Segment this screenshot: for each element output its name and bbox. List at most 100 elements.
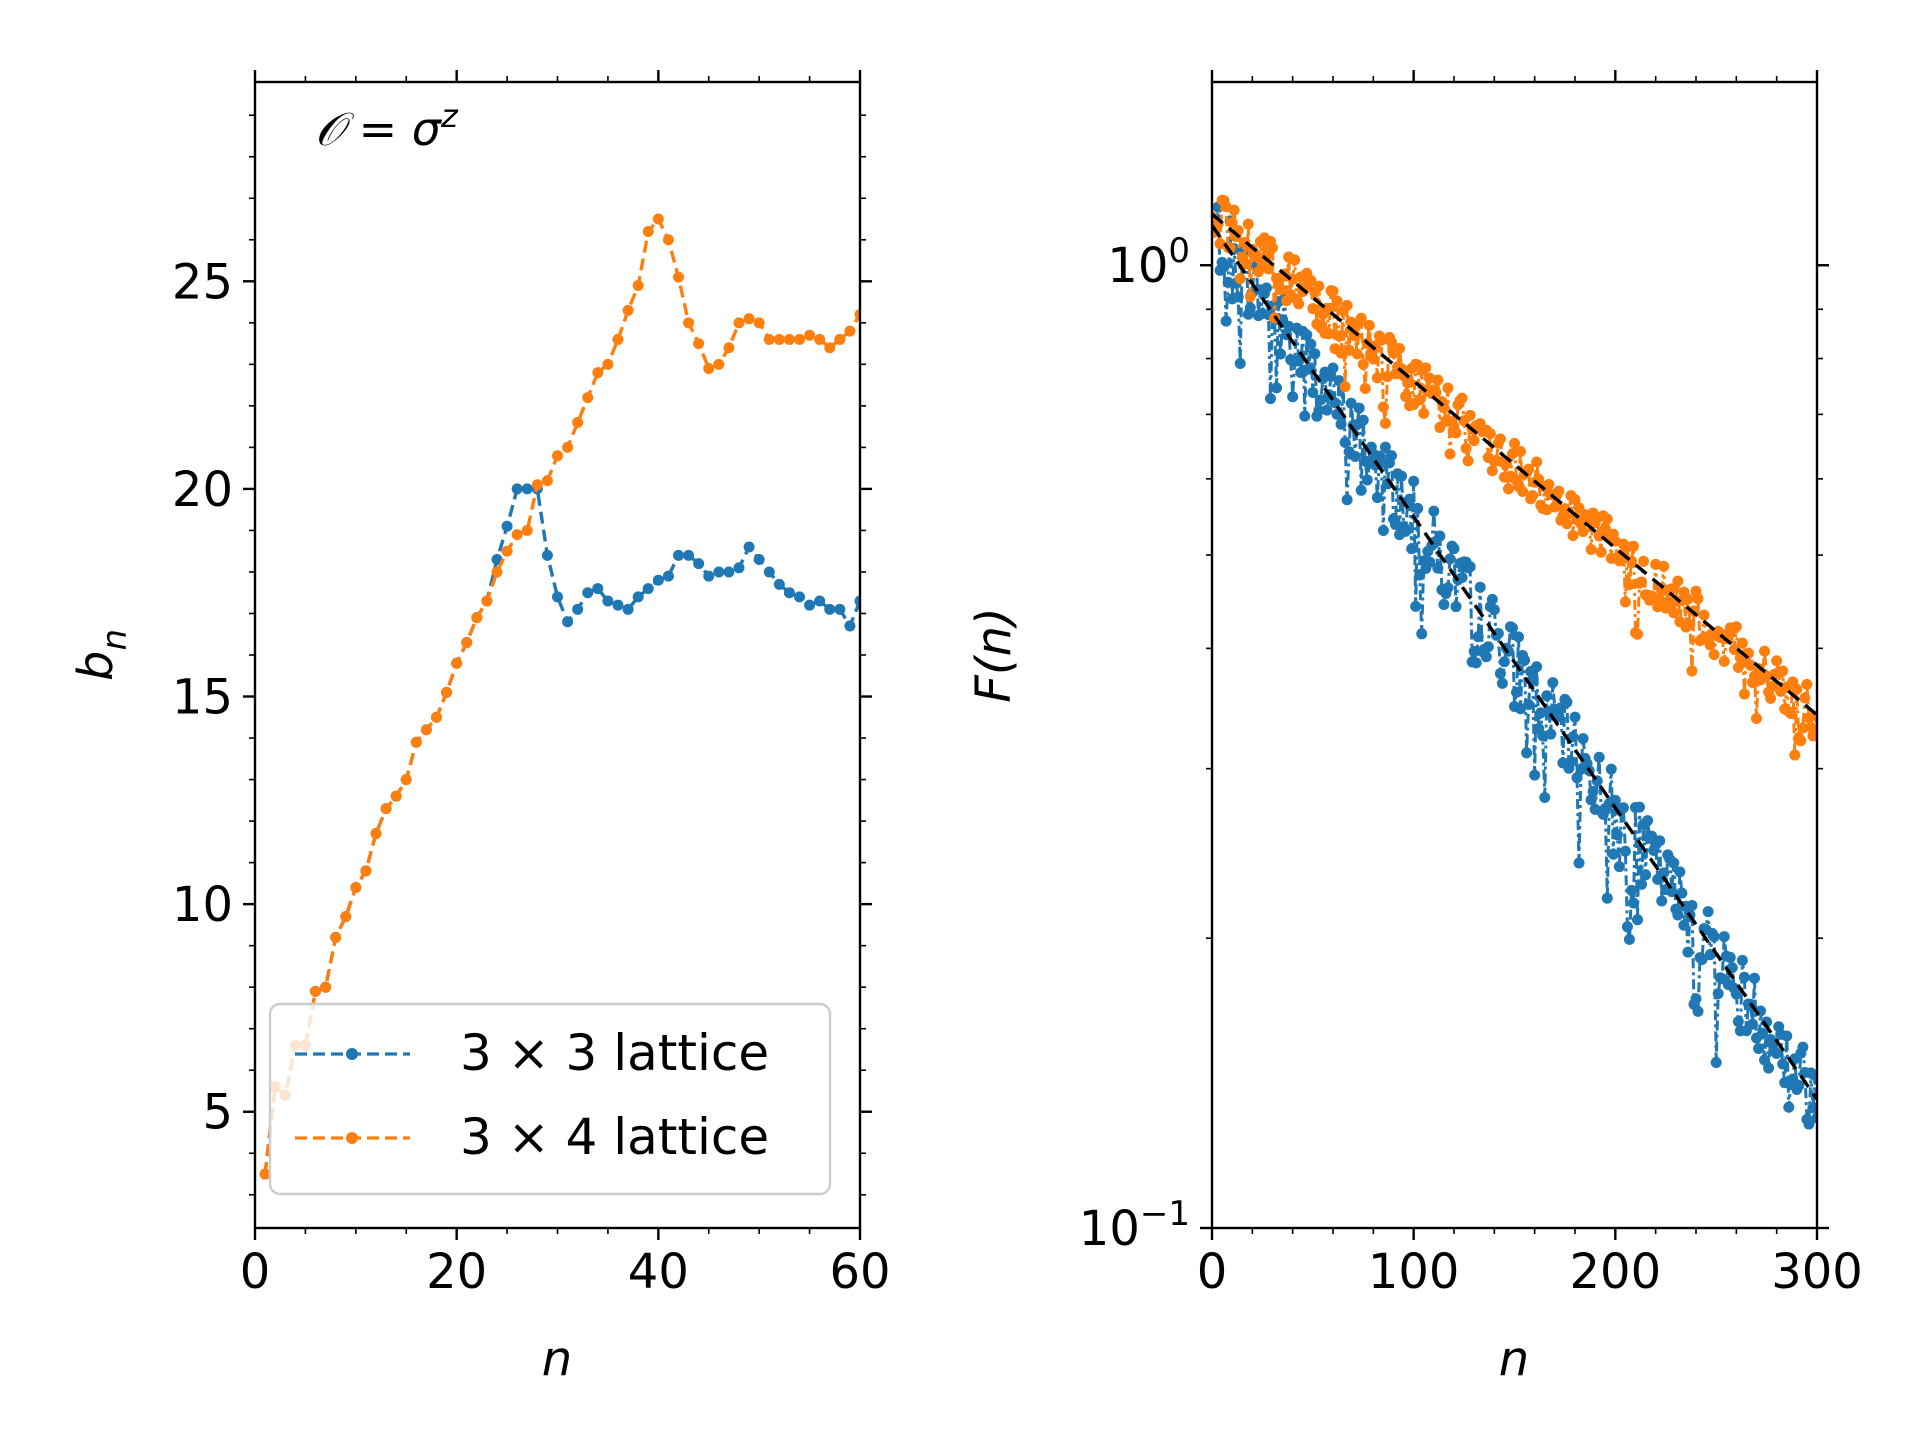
right-data-point-1 xyxy=(1718,655,1730,667)
right-data-point-0 xyxy=(1753,1042,1765,1054)
right-data-point-1 xyxy=(1569,494,1581,506)
right-data-point-1 xyxy=(1464,409,1476,421)
right-data-point-1 xyxy=(1345,316,1357,328)
left-data-point-1 xyxy=(400,774,412,786)
right-data-point-0 xyxy=(1480,651,1492,663)
right-data-point-0 xyxy=(1371,492,1383,504)
right-data-point-0 xyxy=(1640,869,1652,881)
right-data-point-1 xyxy=(1627,540,1639,552)
left-data-point-1 xyxy=(602,358,614,370)
left-data-point-0 xyxy=(662,570,674,582)
right-data-point-0 xyxy=(1488,604,1500,616)
right-data-point-1 xyxy=(1795,735,1807,747)
left-data-point-0 xyxy=(541,549,553,561)
right-data-point-0 xyxy=(1271,382,1283,394)
right-data-point-0 xyxy=(1353,402,1365,414)
right-data-point-1 xyxy=(1244,291,1256,303)
right-data-point-1 xyxy=(1801,678,1813,690)
right-data-point-1 xyxy=(1379,417,1391,429)
right-data-point-1 xyxy=(1765,692,1777,704)
right-data-point-0 xyxy=(1712,988,1724,1000)
right-data-point-0 xyxy=(1710,1056,1722,1068)
right-data-point-0 xyxy=(1811,1112,1817,1124)
right-data-point-1 xyxy=(1430,386,1442,398)
right-data-point-1 xyxy=(1577,526,1589,538)
left-data-point-0 xyxy=(632,591,644,603)
right-data-point-1 xyxy=(1666,583,1678,595)
right-data-point-0 xyxy=(1410,600,1422,612)
right-data-point-0 xyxy=(1432,562,1444,574)
left-data-point-0 xyxy=(753,554,765,565)
right-data-point-0 xyxy=(1573,857,1585,869)
right-data-point-1 xyxy=(1543,479,1555,491)
left-data-point-1 xyxy=(834,333,846,345)
right-data-point-1 xyxy=(1414,394,1426,406)
right-data-point-1 xyxy=(1262,263,1274,275)
left-y-tick-label: 15 xyxy=(172,670,233,726)
right-data-point-0 xyxy=(1321,404,1333,416)
left-y-tick-label: 10 xyxy=(172,877,233,933)
left-data-point-1 xyxy=(632,279,644,291)
right-data-point-1 xyxy=(1585,544,1597,556)
right-data-point-0 xyxy=(1718,931,1730,943)
left-data-point-1 xyxy=(662,234,674,246)
right-data-point-0 xyxy=(1494,668,1506,680)
left-data-point-0 xyxy=(501,520,513,532)
left-data-point-1 xyxy=(531,479,543,491)
left-data-point-0 xyxy=(612,599,624,611)
right-data-point-0 xyxy=(1625,884,1637,896)
right-data-point-0 xyxy=(1448,543,1460,555)
left-data-point-1 xyxy=(844,325,856,337)
right-data-point-0 xyxy=(1607,848,1619,860)
left-data-point-0 xyxy=(854,595,860,607)
right-data-point-1 xyxy=(1638,555,1650,567)
right-data-point-0 xyxy=(1327,362,1339,374)
left-data-point-1 xyxy=(410,736,422,748)
right-data-point-1 xyxy=(1654,594,1666,606)
left-data-point-0 xyxy=(743,541,755,553)
right-data-point-1 xyxy=(1686,665,1698,677)
right-data-point-1 xyxy=(1692,593,1704,605)
right-data-point-0 xyxy=(1623,933,1635,945)
right-data-point-0 xyxy=(1611,829,1623,841)
right-data-point-1 xyxy=(1722,633,1734,645)
right-data-point-0 xyxy=(1613,861,1625,873)
right-data-point-1 xyxy=(1377,401,1389,413)
right-data-point-0 xyxy=(1486,593,1498,605)
right-data-point-1 xyxy=(1333,330,1345,342)
left-data-point-0 xyxy=(673,549,684,561)
right-data-point-0 xyxy=(1515,703,1527,715)
right-data-point-0 xyxy=(1636,878,1648,890)
right-data-point-0 xyxy=(1668,857,1680,869)
right-data-point-0 xyxy=(1416,628,1428,640)
right-data-point-1 xyxy=(1658,560,1670,572)
right-data-point-1 xyxy=(1509,437,1520,449)
left-data-point-1 xyxy=(652,213,664,225)
right-data-point-0 xyxy=(1345,397,1357,409)
left-data-point-0 xyxy=(521,483,533,495)
right-data-point-0 xyxy=(1541,690,1553,702)
left-data-point-0 xyxy=(592,583,604,595)
right-data-point-0 xyxy=(1424,556,1436,568)
right-data-point-0 xyxy=(1702,906,1714,918)
left-ticks: 0 20 40 60 5 10 15 20 25 xyxy=(172,70,891,1300)
right-data-point-1 xyxy=(1226,217,1238,229)
left-data-point-0 xyxy=(844,620,856,632)
left-data-point-1 xyxy=(824,342,836,354)
right-data-point-0 xyxy=(1496,677,1508,689)
right-data-point-1 xyxy=(1698,609,1710,621)
right-data-point-1 xyxy=(1402,377,1414,389)
right-data-point-0 xyxy=(1220,315,1232,327)
left-y-axis-label: bn xyxy=(68,629,135,681)
right-data-point-0 xyxy=(1783,1101,1795,1113)
right-data-point-0 xyxy=(1377,525,1389,537)
left-data-point-0 xyxy=(582,587,594,599)
left-data-point-1 xyxy=(713,358,725,370)
right-data-point-0 xyxy=(1686,899,1698,911)
right-data-point-1 xyxy=(1561,518,1573,530)
right-data-point-1 xyxy=(1771,655,1783,667)
right-data-point-0 xyxy=(1222,276,1234,288)
right-data-point-0 xyxy=(1309,348,1321,360)
right-data-point-0 xyxy=(1498,656,1510,668)
